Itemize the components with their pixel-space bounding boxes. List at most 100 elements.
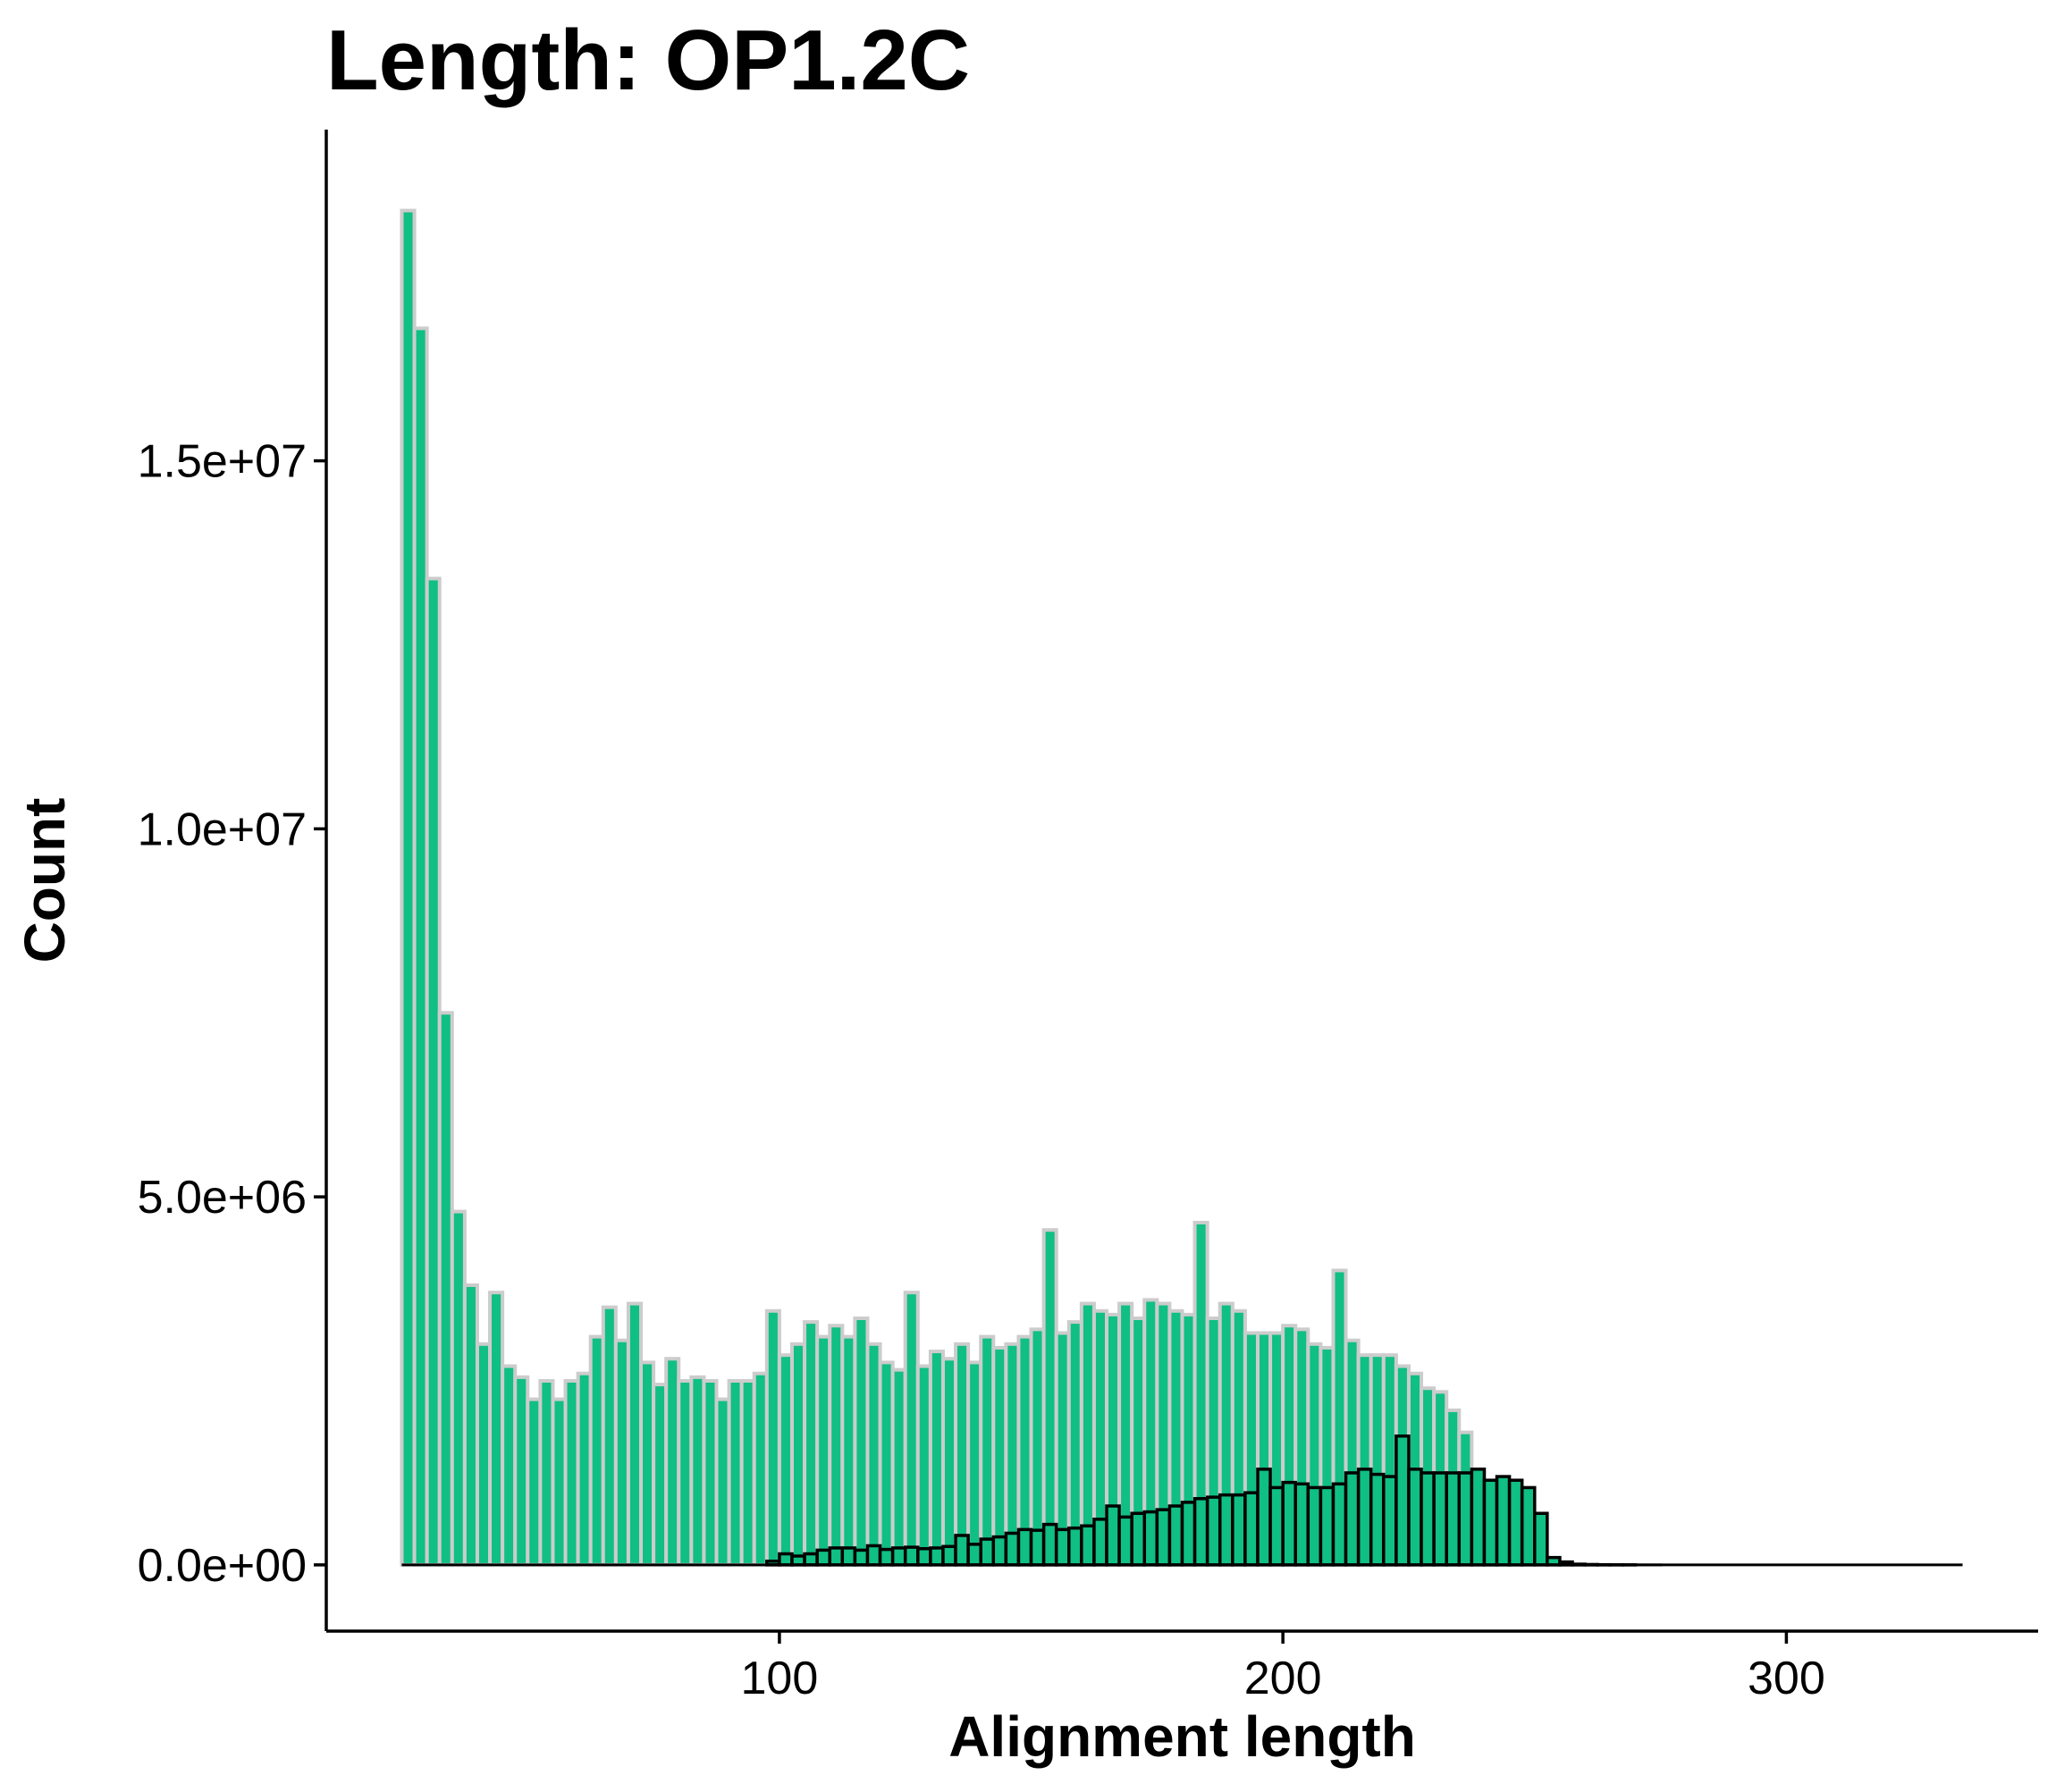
subset-bar <box>1522 1487 1535 1564</box>
all-alignments-bar <box>591 1337 603 1565</box>
all-alignments-bar <box>477 1344 490 1565</box>
all-alignments-bar <box>993 1348 1006 1565</box>
subset-bar <box>779 1554 792 1565</box>
subset-bar <box>1057 1529 1069 1565</box>
all-alignments-bar <box>401 211 414 1565</box>
subset-bar <box>1069 1528 1082 1565</box>
all-alignments-bar <box>1044 1230 1057 1565</box>
all-alignments-bar <box>943 1359 956 1565</box>
all-alignments-bar <box>956 1344 968 1565</box>
subset-bar <box>1409 1469 1421 1565</box>
all-alignments-bar <box>893 1370 906 1565</box>
subset-bar <box>1471 1469 1484 1565</box>
subset-bar <box>968 1544 981 1565</box>
subset-bar <box>1183 1502 1195 1565</box>
chart-title: Length: OP1.2C <box>326 13 970 108</box>
subset-bar <box>1018 1529 1031 1565</box>
all-alignments-bar <box>603 1308 616 1565</box>
all-alignments-bar <box>465 1285 477 1565</box>
all-alignments-bar <box>767 1311 779 1565</box>
subset-bar <box>1107 1506 1119 1565</box>
subset-bar <box>1220 1495 1233 1565</box>
all-alignments-bar <box>490 1292 502 1565</box>
all-alignments-bar <box>729 1381 742 1565</box>
all-alignments-bar <box>515 1377 527 1565</box>
all-alignments-bar <box>666 1359 678 1565</box>
subset-bar <box>1169 1506 1182 1565</box>
all-alignments-bar <box>616 1341 628 1565</box>
subset-bar <box>867 1545 880 1564</box>
subset-bar <box>1384 1477 1396 1565</box>
all-alignments-bar <box>855 1318 867 1565</box>
all-alignments-bar <box>981 1337 993 1565</box>
all-alignments-bars <box>401 211 1660 1565</box>
subset-bar <box>1434 1473 1446 1565</box>
subset-bar <box>1270 1487 1283 1564</box>
all-alignments-bar <box>881 1362 893 1564</box>
all-alignments-bar <box>452 1212 465 1565</box>
subset-bar <box>1245 1493 1258 1565</box>
subset-bar <box>1510 1480 1522 1565</box>
y-tick-label: 5.0e+06 <box>138 1172 307 1224</box>
subset-bar <box>1421 1473 1434 1565</box>
subset-bar <box>993 1537 1006 1565</box>
subset-bar <box>1044 1525 1057 1565</box>
all-alignments-bar <box>817 1337 830 1565</box>
all-alignments-bar <box>754 1374 767 1565</box>
subset-bar <box>1157 1510 1169 1565</box>
all-alignments-bar <box>867 1344 880 1565</box>
subset-bar <box>1308 1487 1320 1564</box>
subset-bar <box>893 1548 906 1565</box>
subset-bar <box>1094 1519 1107 1565</box>
all-alignments-bar <box>742 1381 754 1565</box>
subset-bar <box>956 1535 968 1565</box>
all-alignments-bar <box>931 1351 943 1565</box>
subset-bar <box>1484 1480 1496 1565</box>
all-alignments-bar <box>906 1292 918 1565</box>
subset-bar <box>1032 1530 1044 1565</box>
all-alignments-bar <box>691 1377 704 1565</box>
subset-bar <box>1320 1487 1333 1564</box>
subset-bar <box>1371 1475 1384 1565</box>
all-alignments-bar <box>792 1344 805 1565</box>
subset-bar <box>1119 1517 1132 1565</box>
subset-bar <box>1295 1484 1308 1565</box>
all-alignments-bar <box>566 1381 578 1565</box>
y-tick-label: 1.5e+07 <box>138 436 307 488</box>
subset-bar <box>1233 1495 1245 1565</box>
all-alignments-bar <box>427 578 440 1565</box>
all-alignments-bar <box>918 1367 931 1565</box>
subset-bar <box>931 1548 943 1565</box>
subset-bar <box>817 1550 830 1564</box>
all-alignments-bar <box>502 1367 515 1565</box>
subset-bar <box>981 1539 993 1565</box>
y-tick-label: 1.0e+07 <box>138 803 307 855</box>
subset-bar <box>1195 1499 1208 1565</box>
subset-bar <box>1258 1469 1270 1565</box>
y-tick-label: 0.0e+00 <box>138 1540 307 1592</box>
subset-bar <box>1208 1497 1220 1565</box>
subset-bar <box>805 1554 817 1565</box>
all-alignments-bar <box>717 1400 729 1565</box>
all-alignments-bar <box>678 1381 691 1565</box>
subset-bar <box>1144 1512 1157 1565</box>
all-alignments-bar <box>540 1381 552 1565</box>
all-alignments-bar <box>527 1400 540 1565</box>
subset-bar <box>1359 1469 1371 1565</box>
subset-bar <box>881 1550 893 1565</box>
subset-bar <box>1459 1473 1471 1565</box>
all-alignments-bar <box>552 1400 565 1565</box>
subset-bar <box>1497 1477 1510 1565</box>
x-tick-label: 300 <box>1748 1653 1825 1704</box>
subset-bar <box>1446 1473 1459 1565</box>
subset-bar <box>1333 1484 1345 1565</box>
all-alignments-bar <box>704 1381 716 1565</box>
all-alignments-bar <box>628 1304 641 1565</box>
all-alignments-bar <box>641 1362 653 1564</box>
subset-bar <box>1283 1483 1295 1565</box>
x-axis-title: Alignment length <box>948 1704 1416 1769</box>
all-alignments-bar <box>440 1013 452 1565</box>
